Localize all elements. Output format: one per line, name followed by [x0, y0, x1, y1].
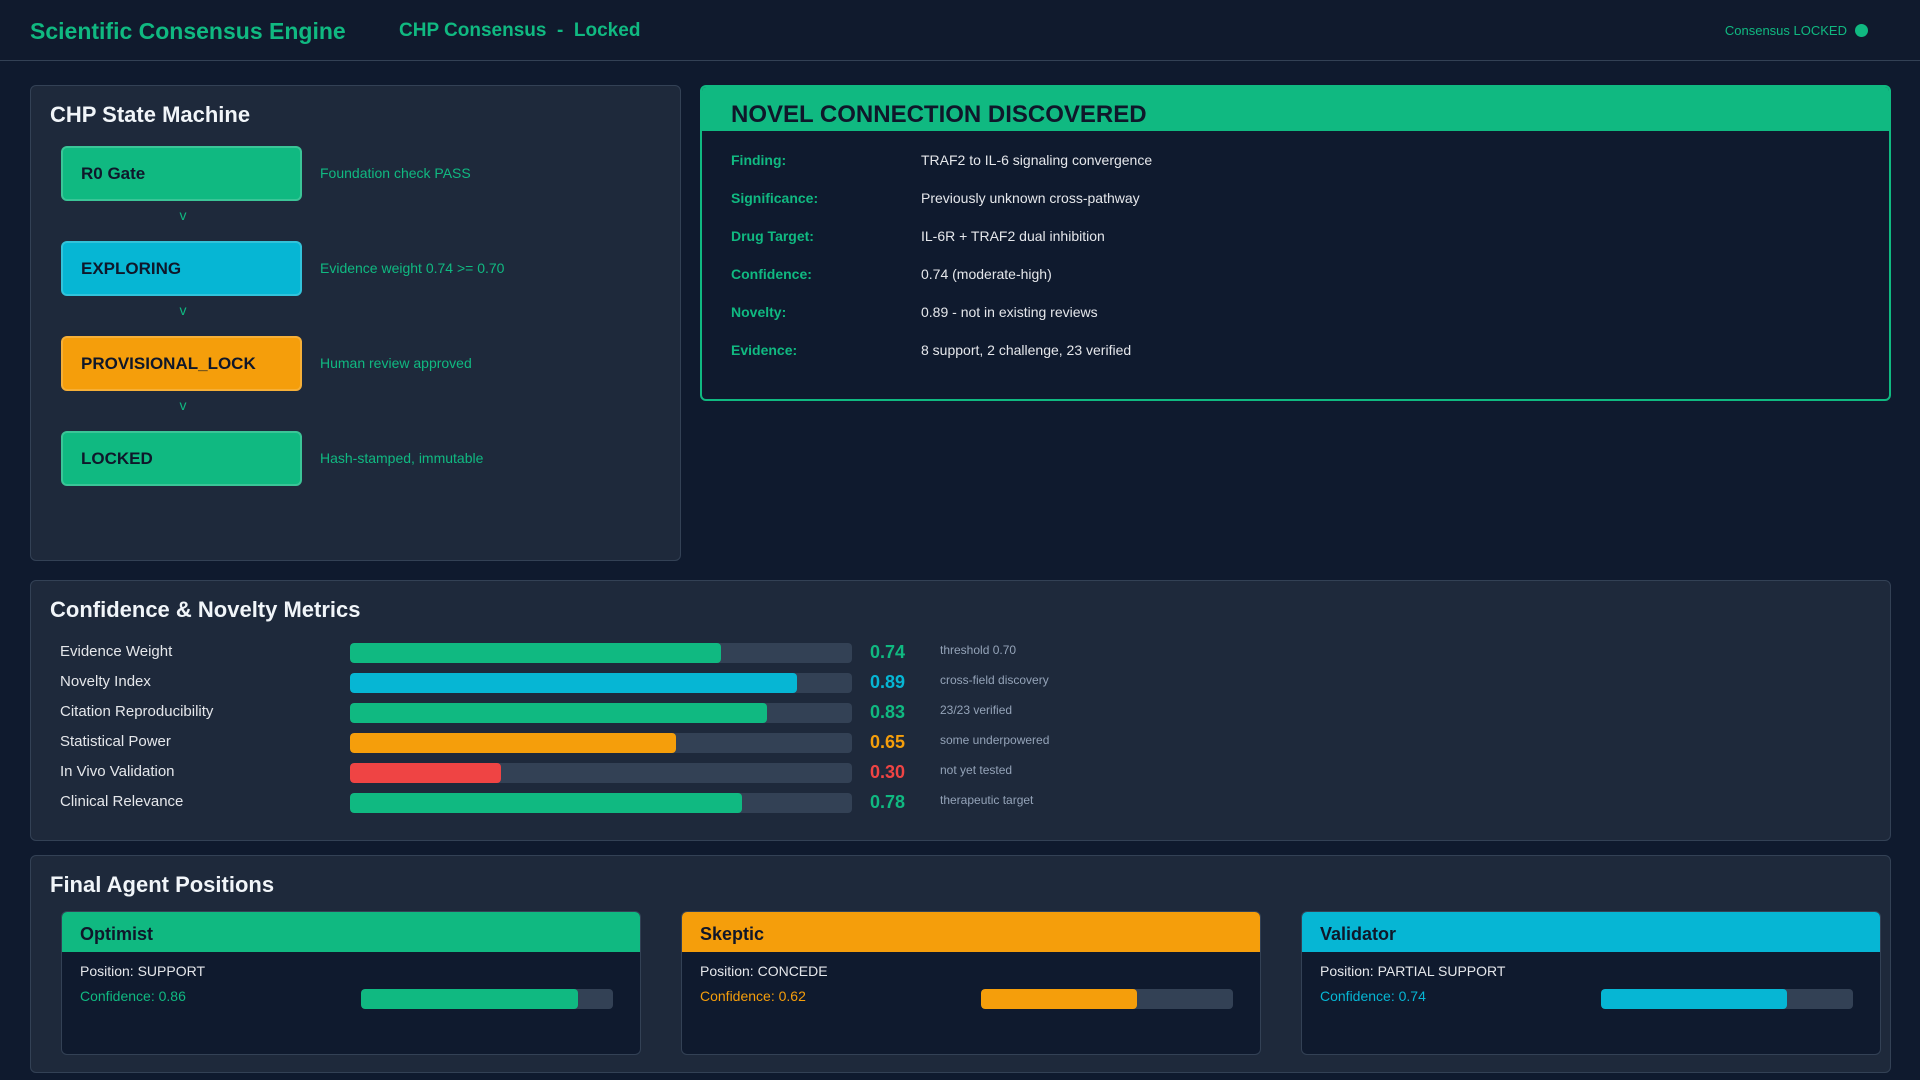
state-description: Foundation check PASS: [320, 165, 471, 181]
state-arrow-icon: v: [179, 397, 187, 413]
metric-label: Citation Reproducibility: [60, 703, 214, 720]
metric-value: 0.30: [870, 762, 906, 782]
agent-card-optimist[interactable]: Optimist Position: SUPPORT Confidence: 0…: [61, 911, 641, 1055]
discovery-value: Previously unknown cross-pathway: [921, 190, 1140, 206]
metric-note: therapeutic target: [940, 793, 1034, 807]
metric-label: Clinical Relevance: [60, 793, 184, 810]
discovery-label: Confidence:: [731, 266, 812, 282]
state-machine-panel: CHP State Machine R0 Gate Foundation che…: [30, 85, 681, 561]
agent-card-skeptic[interactable]: Skeptic Position: CONCEDE Confidence: 0.…: [681, 911, 1261, 1055]
top-bar: Scientific Consensus Engine CHP Consensu…: [0, 0, 1920, 61]
metric-bar-fill: [350, 703, 767, 723]
discovery-value: 0.74 (moderate-high): [921, 266, 1052, 282]
metrics-panel: Confidence & Novelty Metrics Evidence We…: [30, 580, 1891, 841]
metric-bar: [350, 733, 852, 753]
agent-confidence: Confidence: 0.62: [700, 988, 806, 1004]
agent-confidence-fill: [1601, 989, 1788, 1009]
metric-bar: [350, 793, 852, 813]
state-description: Human review approved: [320, 355, 472, 371]
agent-confidence: Confidence: 0.74: [1320, 988, 1426, 1004]
agent-confidence-fill: [361, 989, 578, 1009]
state-label: LOCKED: [81, 448, 153, 468]
metric-value: 0.83: [870, 702, 906, 722]
discovery-label: Drug Target:: [731, 228, 814, 244]
state-exploring[interactable]: EXPLORING: [61, 241, 302, 296]
metric-bar-fill: [350, 673, 797, 693]
metric-label: Statistical Power: [60, 733, 171, 750]
discovery-title: NOVEL CONNECTION DISCOVERED: [731, 101, 1147, 128]
metric-note: 23/23 verified: [940, 703, 1013, 717]
discovery-label: Significance:: [731, 190, 819, 206]
state-label: R0 Gate: [81, 163, 146, 183]
state-provisional-lock[interactable]: PROVISIONAL_LOCK: [61, 336, 302, 391]
discovery-value: 0.89 - not in existing reviews: [921, 304, 1098, 320]
page-status: CHP Consensus - Locked: [399, 20, 641, 41]
agent-confidence-bar: [361, 989, 613, 1009]
agents-title: Final Agent Positions: [50, 872, 275, 897]
agent-confidence-fill: [981, 989, 1138, 1009]
discovery-value: 8 support, 2 challenge, 23 verified: [921, 342, 1132, 358]
metric-value: 0.65: [870, 732, 906, 752]
state-label: PROVISIONAL_LOCK: [81, 353, 256, 373]
metric-label: In Vivo Validation: [60, 763, 175, 780]
discovery-label: Novelty:: [731, 304, 787, 320]
metric-value: 0.89: [870, 672, 906, 692]
metric-bar-fill: [350, 793, 742, 813]
agent-card-validator[interactable]: Validator Position: PARTIAL SUPPORT Conf…: [1301, 911, 1881, 1055]
metric-bar-fill: [350, 763, 501, 783]
agent-confidence-bar: [981, 989, 1233, 1009]
discovery-value: IL-6R + TRAF2 dual inhibition: [921, 228, 1105, 244]
consensus-badge: Consensus LOCKED: [1725, 23, 1868, 38]
metric-note: some underpowered: [940, 733, 1050, 747]
discovery-value: TRAF2 to IL-6 signaling convergence: [921, 152, 1153, 168]
metric-note: not yet tested: [940, 763, 1013, 777]
state-arrow-icon: v: [179, 302, 187, 318]
state-r0-gate[interactable]: R0 Gate: [61, 146, 302, 201]
agent-confidence: Confidence: 0.86: [80, 988, 186, 1004]
consensus-badge-label: Consensus LOCKED: [1724, 23, 1847, 38]
agent-name: Optimist: [62, 912, 640, 952]
agent-name: Skeptic: [682, 912, 1260, 952]
metric-bar-fill: [350, 643, 722, 663]
metrics-title: Confidence & Novelty Metrics: [50, 597, 361, 622]
agent-name: Validator: [1302, 912, 1880, 952]
state-machine-title: CHP State Machine: [50, 102, 251, 127]
state-arrow-icon: v: [179, 207, 187, 223]
metric-bar: [350, 673, 852, 693]
metric-value: 0.78: [870, 792, 906, 812]
agent-confidence-bar: [1601, 989, 1853, 1009]
status-dot-icon: [1855, 24, 1868, 37]
agent-position: Position: CONCEDE: [700, 963, 828, 979]
discovery-panel: NOVEL CONNECTION DISCOVERED Finding: TRA…: [700, 85, 1891, 401]
metric-bar-fill: [350, 733, 677, 753]
metric-label: Novelty Index: [60, 673, 151, 690]
state-label: EXPLORING: [81, 258, 182, 278]
state-locked[interactable]: LOCKED: [61, 431, 302, 486]
metric-bar: [350, 703, 852, 723]
discovery-label: Evidence:: [731, 342, 798, 358]
metric-label: Evidence Weight: [60, 643, 173, 660]
discovery-header: [702, 87, 1889, 131]
discovery-label: Finding:: [731, 152, 787, 168]
metric-note: cross-field discovery: [940, 673, 1049, 687]
agent-position: Position: SUPPORT: [80, 963, 206, 979]
metric-bar: [350, 763, 852, 783]
metric-note: threshold 0.70: [940, 643, 1017, 657]
agent-position: Position: PARTIAL SUPPORT: [1320, 963, 1506, 979]
metric-value: 0.74: [870, 642, 906, 662]
metric-bar: [350, 643, 852, 663]
app-title: Scientific Consensus Engine: [30, 18, 346, 44]
agents-panel: Final Agent Positions Optimist Position:…: [30, 855, 1891, 1073]
state-description: Hash-stamped, immutable: [320, 450, 484, 466]
state-description: Evidence weight 0.74 >= 0.70: [320, 260, 505, 276]
